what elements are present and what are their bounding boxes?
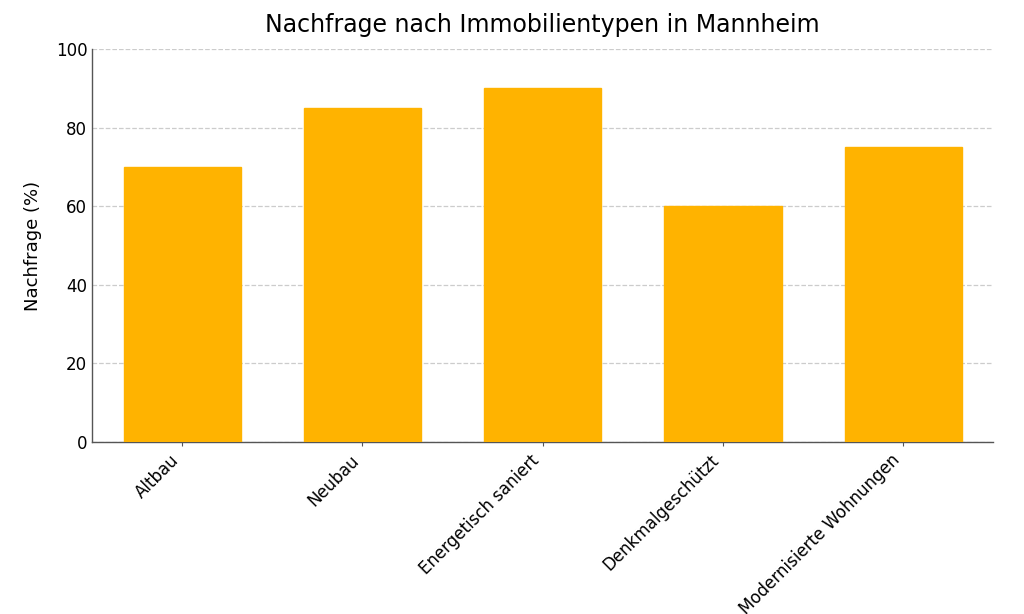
Bar (845, 147, 962, 442)
Bar (484, 88, 601, 442)
Title: Nachfrage nach Immobilientypen in Mannheim: Nachfrage nach Immobilientypen in Mannhe… (265, 14, 820, 37)
Bar (665, 206, 781, 442)
Y-axis label: Nachfrage (%): Nachfrage (%) (24, 181, 42, 311)
Bar (304, 108, 421, 442)
Bar (124, 167, 241, 442)
